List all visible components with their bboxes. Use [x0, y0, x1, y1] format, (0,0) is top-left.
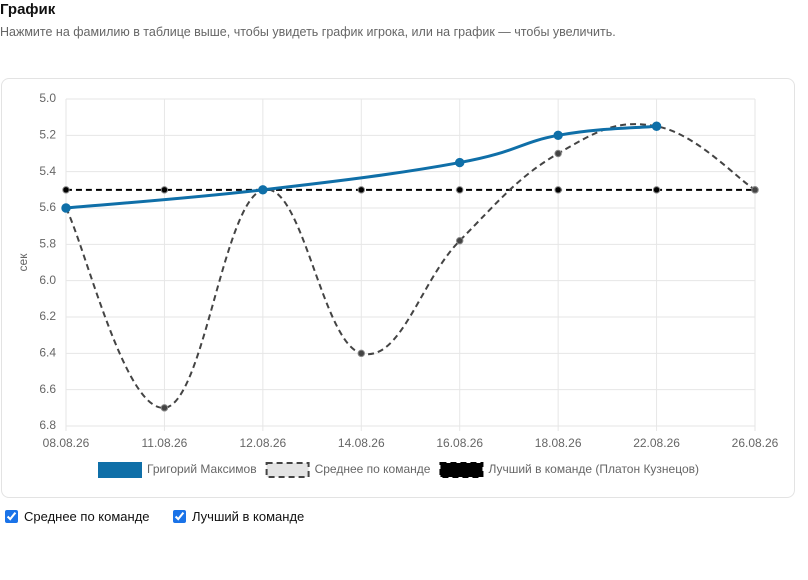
y-tick-label: 6.8 — [39, 418, 56, 432]
data-point — [61, 203, 71, 213]
y-tick-label: 6.4 — [39, 346, 56, 360]
x-tick-label: 14.08.26 — [338, 436, 385, 450]
section-title: График — [0, 1, 56, 18]
y-tick-label: 5.4 — [39, 164, 56, 178]
y-axis-label: сек — [16, 253, 30, 272]
chart-card[interactable] — [1, 78, 795, 498]
y-tick-label: 6.0 — [39, 273, 56, 287]
legend-label: Григорий Максимов — [147, 462, 257, 476]
checkbox-label: Среднее по команде — [24, 509, 150, 524]
x-tick-label: 08.08.26 — [43, 436, 90, 450]
data-point — [160, 186, 169, 194]
checkbox[interactable] — [173, 510, 186, 523]
x-tick-label: 11.08.26 — [142, 436, 188, 450]
data-point — [357, 186, 365, 194]
x-tick-label: 22.08.26 — [633, 436, 680, 450]
data-point — [258, 185, 268, 195]
data-point — [553, 130, 563, 141]
data-point — [554, 149, 562, 158]
legend-swatch — [98, 462, 142, 478]
y-tick-label: 5.6 — [39, 200, 56, 214]
y-tick-label: 5.8 — [39, 237, 56, 251]
y-tick-label: 6.2 — [39, 309, 56, 323]
series-line — [65, 124, 657, 210]
x-tick-label: 18.08.26 — [535, 436, 582, 450]
checkbox-control[interactable]: Лучший в команде — [173, 509, 304, 524]
series-line — [65, 123, 756, 409]
checkbox-label: Лучший в команде — [192, 509, 305, 524]
legend-label: Среднее по команде — [315, 462, 431, 476]
legend-swatch — [439, 462, 484, 478]
data-point — [62, 186, 70, 194]
data-point — [651, 121, 662, 131]
y-tick-label: 5.2 — [39, 128, 56, 142]
x-tick-label: 16.08.26 — [436, 436, 483, 450]
x-tick-label: 26.08.26 — [732, 436, 779, 450]
y-tick-label: 6.6 — [39, 382, 56, 396]
data-point — [160, 404, 169, 412]
x-tick-label: 12.08.26 — [239, 436, 286, 450]
data-point — [751, 186, 759, 194]
y-tick-label: 5.0 — [39, 91, 56, 105]
legend-swatch — [265, 462, 310, 478]
hint-text: Нажмите на фамилию в таблице выше, чтобы… — [0, 25, 616, 39]
checkbox-control[interactable]: Среднее по команде — [5, 509, 150, 524]
data-point — [455, 157, 465, 168]
data-point — [652, 186, 661, 194]
checkbox[interactable] — [5, 510, 18, 523]
data-point — [554, 186, 562, 194]
data-point — [357, 349, 365, 358]
data-point — [456, 237, 464, 245]
data-point — [456, 186, 464, 194]
legend-label: Лучший в команде (Платон Кузнецов) — [488, 462, 699, 476]
